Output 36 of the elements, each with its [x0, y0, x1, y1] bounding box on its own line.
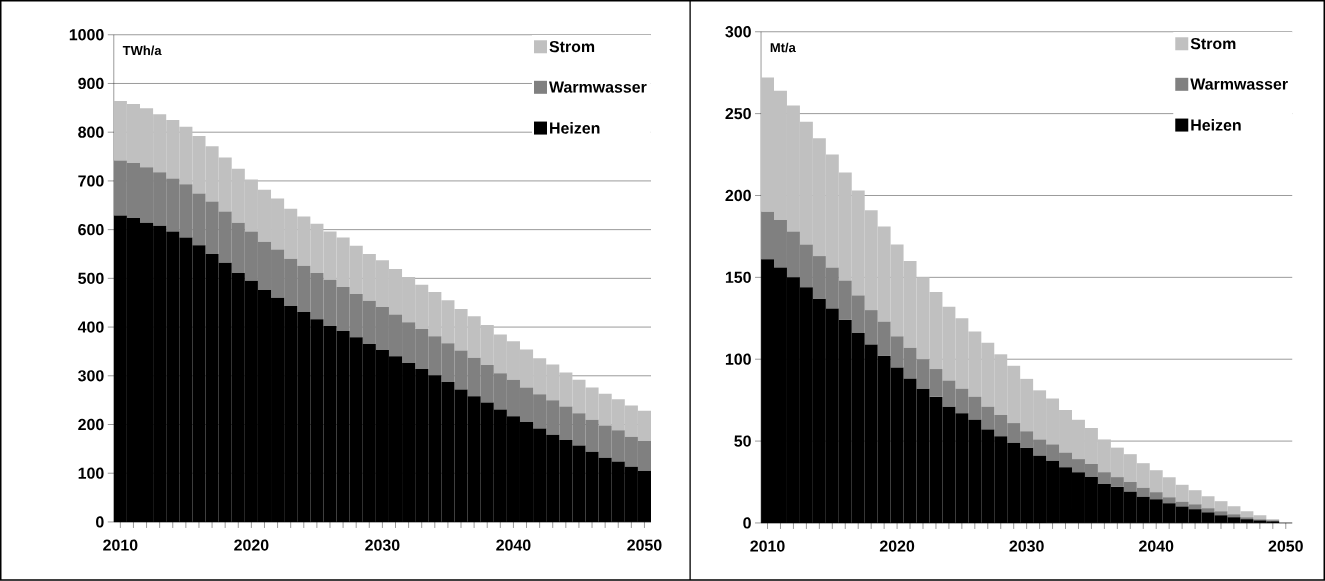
y-tick-label: 600: [78, 224, 104, 236]
y-tick-label: 900: [78, 77, 104, 90]
legend-label: Warmwasser: [1190, 78, 1288, 90]
x-tick-label: 2050: [627, 539, 662, 551]
x-tick-label: 2030: [1009, 540, 1044, 552]
legend-label: Warmwasser: [549, 81, 647, 93]
y-tick-label: 400: [77, 321, 104, 333]
y-tick-label: 0: [743, 517, 751, 529]
x-tick-label: 2010: [750, 540, 785, 552]
y-tick-label: 1000: [69, 29, 104, 41]
y-axis-title: TWh/a: [122, 45, 162, 56]
x-tick-label: 2020: [234, 539, 269, 551]
y-tick-label: 50: [734, 435, 751, 447]
x-tick-label: 2010: [103, 539, 138, 551]
y-tick-label: 200: [78, 419, 104, 431]
x-tick-label: 2040: [496, 539, 531, 551]
x-tick-label: 2030: [365, 539, 400, 551]
x-tick-label: 2050: [1268, 540, 1303, 552]
legend-label: Heizen: [550, 122, 600, 134]
y-tick-label: 100: [725, 353, 751, 365]
y-tick-label: 100: [78, 467, 104, 480]
legend-label: Strom: [549, 41, 595, 53]
y-tick-label: 700: [78, 175, 104, 187]
y-axis-title: Mt/a: [770, 42, 796, 53]
legend-label: Heizen: [1191, 119, 1241, 131]
x-tick-label: 2020: [879, 540, 915, 552]
y-tick-label: 150: [725, 271, 751, 284]
y-tick-label: 200: [725, 189, 751, 202]
y-tick-label: 500: [78, 272, 104, 285]
y-tick-label: 250: [725, 108, 751, 120]
y-tick-label: 300: [725, 26, 751, 38]
y-tick-label: 0: [96, 516, 104, 528]
x-tick-label: 2040: [1139, 540, 1174, 552]
y-tick-label: 300: [78, 370, 104, 382]
y-tick-label: 800: [78, 126, 104, 138]
legend-label: Strom: [1190, 38, 1236, 50]
